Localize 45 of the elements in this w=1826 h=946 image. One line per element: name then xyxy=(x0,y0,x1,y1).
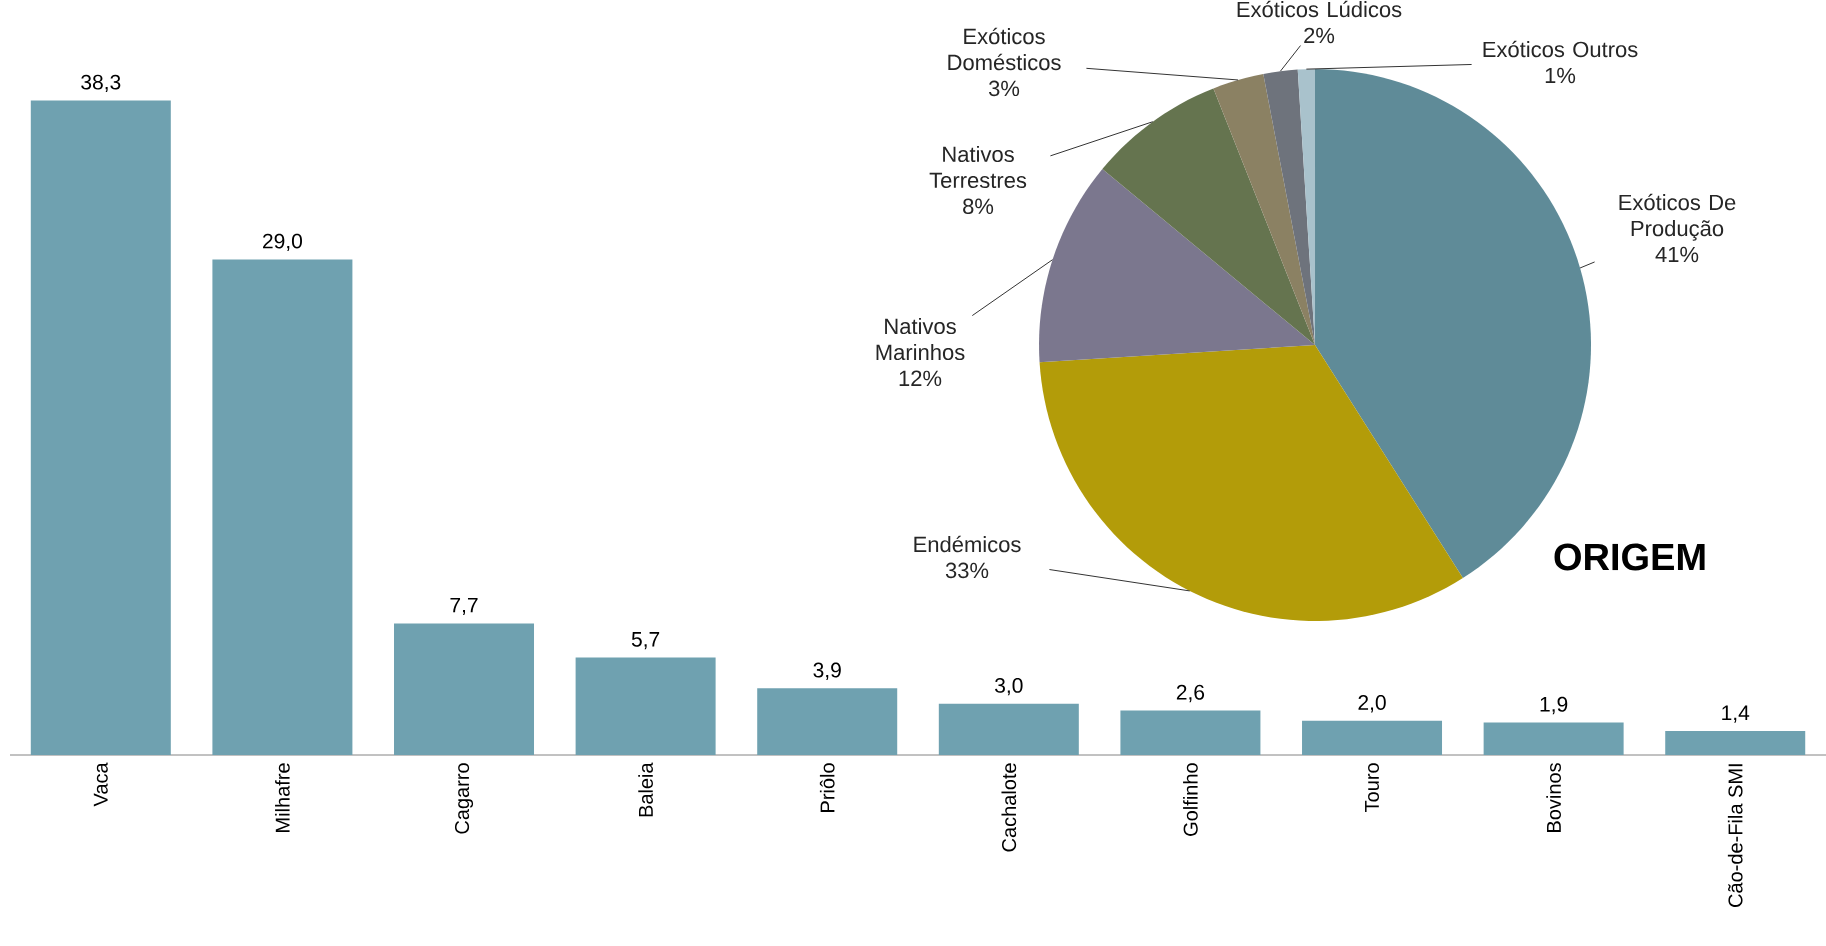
bar xyxy=(1120,710,1261,755)
bar xyxy=(1665,731,1806,755)
bar xyxy=(394,623,535,755)
data-label: 5,7 xyxy=(631,632,660,650)
x-tick-label: Baleia xyxy=(638,762,653,817)
data-label: 2,0 xyxy=(1358,695,1386,713)
x-tick-label: Cão-de-Fila SMI xyxy=(1727,764,1743,907)
data-label: 1% xyxy=(1545,67,1576,84)
data-label: 3,0 xyxy=(995,677,1023,696)
data-label: 1,9 xyxy=(1540,696,1568,715)
data-label: 2% xyxy=(1304,27,1335,44)
bar xyxy=(938,703,1079,755)
x-tick-label: Golfinho xyxy=(1183,763,1198,836)
slice-label: Exóticos De Produção xyxy=(1619,193,1736,241)
slice-label: Endémicos xyxy=(914,535,1021,553)
data-label: 41% xyxy=(1655,246,1699,263)
slice-label: Exóticos Lúdicos xyxy=(1237,0,1402,18)
x-tick-label: Milhafre xyxy=(275,763,290,832)
bar xyxy=(1302,720,1443,755)
text: ORIGEM xyxy=(1554,543,1705,571)
data-label: 3,9 xyxy=(813,662,841,680)
bar xyxy=(212,259,353,755)
data-label: 8% xyxy=(963,198,994,215)
x-tick-label: Bovinos xyxy=(1546,763,1561,832)
data-label: 1,4 xyxy=(1722,705,1750,723)
bar xyxy=(575,657,716,755)
slice-label: Nativos Terrestres xyxy=(929,145,1027,189)
data-label: 7,7 xyxy=(450,597,478,616)
data-label: 2,6 xyxy=(1176,684,1205,703)
x-tick-label: Priôlo xyxy=(819,763,835,812)
x-tick-label: Cachalote xyxy=(1001,763,1017,852)
data-label: 3% xyxy=(988,80,1020,97)
data-label: 29,0 xyxy=(263,233,302,251)
data-label: 38,3 xyxy=(81,74,121,93)
x-tick-label: Vaca xyxy=(93,762,108,807)
bar xyxy=(30,100,171,755)
x-tick-label: Touro xyxy=(1365,763,1379,812)
slice-label: Exóticos Outros xyxy=(1483,40,1638,58)
x-tick-label: Cagarro xyxy=(454,763,474,834)
slice-label: Exóticos Domésticos xyxy=(948,27,1061,71)
bar xyxy=(757,688,898,755)
slice-label: Nativos Marinhos xyxy=(876,317,965,361)
data-label: 12% xyxy=(899,370,942,387)
data-label: 33% xyxy=(945,562,989,579)
bar xyxy=(1483,722,1624,755)
